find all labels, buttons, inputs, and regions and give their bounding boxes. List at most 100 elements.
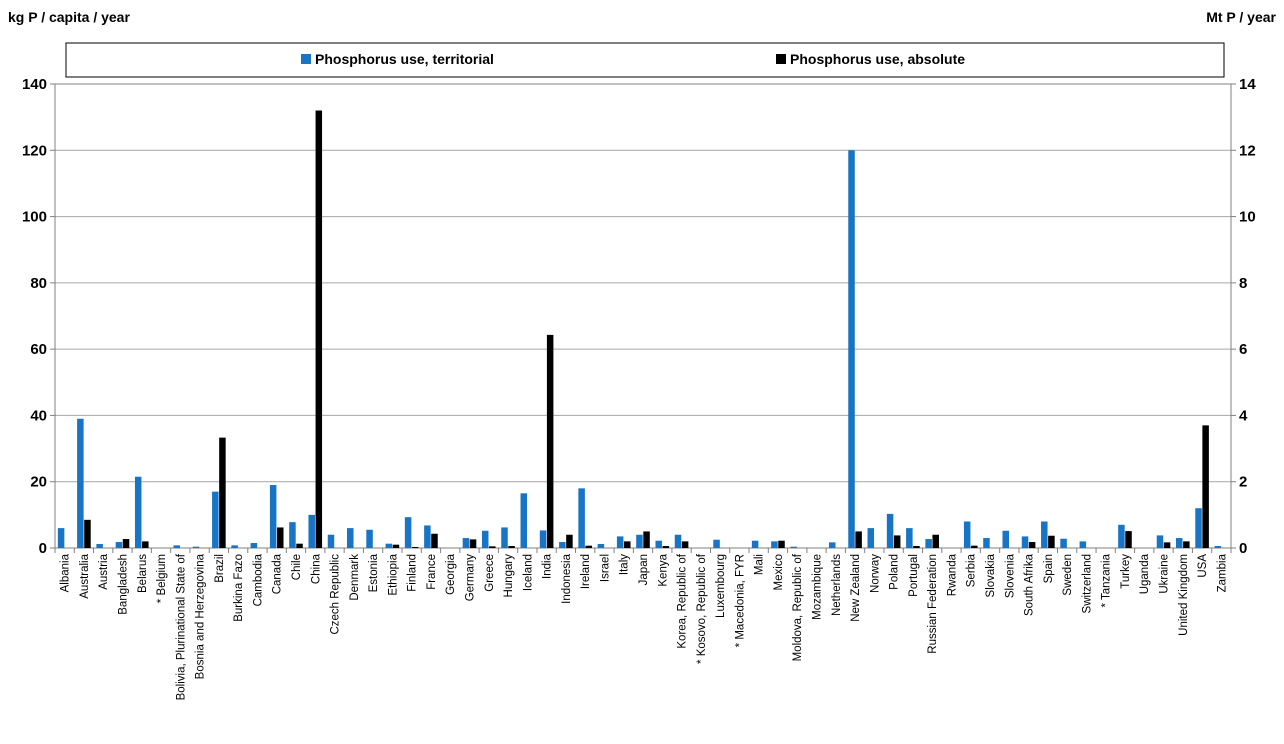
category-label: Israel — [599, 554, 611, 582]
right-tick-label: 14 — [1239, 76, 1256, 93]
bar-absolute-43 — [893, 535, 901, 548]
legend-swatch-territorial — [301, 54, 311, 64]
gridlines — [55, 83, 1231, 549]
bar-territorial-3 — [115, 542, 123, 548]
bar-absolute-13 — [315, 110, 323, 548]
bar-territorial-13 — [308, 514, 315, 548]
category-label: * Tanzania — [1101, 553, 1113, 607]
bar-absolute-30 — [643, 531, 650, 548]
category-label: Estonia — [368, 553, 380, 592]
category-label: Iceland — [522, 554, 534, 591]
bar-territorial-37 — [771, 541, 778, 548]
bar-territorial-42 — [867, 528, 875, 548]
left-tick-label: 20 — [30, 474, 47, 491]
category-label: Norway — [869, 554, 881, 593]
bar-absolute-25 — [546, 334, 554, 548]
bar-territorial-1 — [77, 418, 84, 548]
category-label: * Belgium — [156, 554, 168, 603]
bar-absolute-4 — [142, 541, 149, 548]
left-tick-label: 140 — [22, 76, 47, 93]
bar-territorial-48 — [983, 538, 990, 548]
bar-territorial-16 — [366, 529, 373, 548]
category-label: Ethiopia — [387, 553, 399, 595]
right-tick-label: 4 — [1239, 407, 1248, 424]
category-label: Czech Republic — [330, 554, 342, 635]
bar-territorial-41 — [848, 150, 855, 549]
bar-territorial-14 — [327, 534, 335, 548]
category-label: Austria — [98, 553, 110, 589]
category-label: Burkina Fazo — [233, 554, 245, 622]
category-label: Slovenia — [1004, 553, 1016, 598]
bar-territorial-45 — [925, 539, 932, 548]
bar-territorial-19 — [424, 525, 431, 548]
category-label: Sweden — [1062, 554, 1074, 596]
bar-territorial-51 — [1041, 521, 1048, 548]
bar-territorial-52 — [1060, 538, 1067, 548]
bar-absolute-44 — [913, 546, 920, 548]
bar-absolute-1 — [84, 519, 91, 548]
category-label: Bosnia and Herzegovina — [195, 553, 207, 679]
category-label: Spain — [1043, 554, 1055, 583]
left-tick-label: 100 — [22, 209, 47, 226]
bar-territorial-12 — [289, 522, 296, 548]
category-label: Ukraine — [1159, 554, 1171, 594]
bar-absolute-18 — [411, 547, 419, 548]
category-label: Mexico — [773, 554, 785, 590]
bar-absolute-58 — [1183, 541, 1190, 548]
bar-absolute-50 — [1028, 542, 1036, 548]
bar-territorial-4 — [134, 476, 142, 548]
category-label: Albania — [60, 553, 72, 592]
bar-absolute-41 — [855, 531, 862, 548]
category-label: Denmark — [349, 554, 361, 601]
bar-absolute-26 — [566, 534, 573, 548]
right-tick-label: 10 — [1239, 209, 1256, 226]
legend-label-absolute: Phosphorus use, absolute — [790, 51, 965, 67]
bar-absolute-59 — [1202, 425, 1209, 548]
bar-territorial-26 — [559, 542, 566, 548]
category-label: Luxembourg — [715, 554, 727, 618]
bar-territorial-0 — [57, 528, 65, 548]
category-label: Russian Federation — [927, 554, 939, 654]
bar-territorial-43 — [886, 513, 894, 548]
bar-absolute-17 — [392, 544, 400, 548]
category-label: Korea, Republic of — [677, 553, 689, 648]
category-label: Cambodia — [252, 553, 264, 606]
bar-absolute-37 — [778, 540, 785, 548]
category-label: India — [542, 553, 554, 579]
bar-territorial-22 — [481, 530, 489, 548]
bar-territorial-6 — [173, 545, 181, 548]
category-label: Poland — [889, 554, 901, 590]
bar-territorial-36 — [751, 540, 759, 548]
bars — [57, 110, 1222, 549]
bar-territorial-10 — [250, 543, 258, 548]
category-label: * Kosovo, Republic of — [696, 553, 708, 664]
legend-label-territorial: Phosphorus use, territorial — [315, 51, 494, 67]
right-axis-ticks: 0 2 4 6 8 10 12 14 — [1231, 76, 1256, 557]
category-label: Turkey — [1120, 554, 1132, 589]
category-label: * Macedonia, FYR — [734, 554, 746, 647]
category-label: Georgia — [445, 553, 457, 595]
bar-territorial-9 — [231, 545, 238, 548]
bar-territorial-21 — [462, 538, 470, 548]
bar-territorial-59 — [1195, 508, 1202, 548]
bar-absolute-55 — [1125, 531, 1132, 548]
left-tick-label: 120 — [22, 142, 47, 159]
category-label: Indonesia — [561, 553, 573, 603]
category-label: Switzerland — [1081, 554, 1093, 613]
category-label: Bolivia, Plurinational State of — [175, 553, 187, 700]
bar-territorial-44 — [906, 528, 913, 548]
bar-absolute-47 — [971, 545, 978, 548]
category-label: Finland — [407, 554, 419, 592]
category-label: Brazil — [214, 554, 226, 583]
bar-absolute-19 — [431, 533, 438, 548]
category-label: USA — [1197, 554, 1209, 578]
category-label: Netherlands — [831, 554, 843, 616]
bar-absolute-51 — [1048, 535, 1055, 548]
category-label: Australia — [79, 553, 91, 598]
category-label: Ireland — [580, 554, 592, 589]
right-tick-label: 12 — [1239, 142, 1256, 159]
bar-absolute-31 — [662, 546, 670, 548]
category-label: Uganda — [1139, 553, 1151, 594]
bar-absolute-27 — [585, 545, 592, 548]
